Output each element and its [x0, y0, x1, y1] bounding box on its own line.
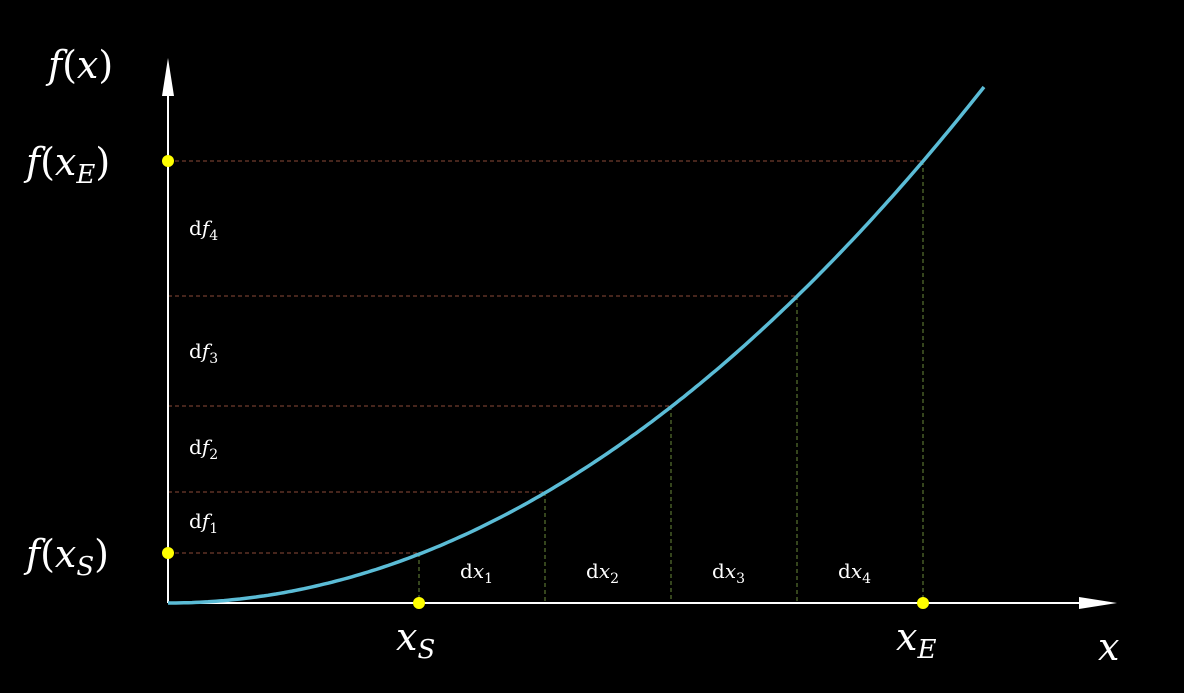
label-part: x	[599, 559, 610, 583]
dx-label: dx2	[586, 559, 619, 587]
label-part: 4	[862, 571, 871, 587]
label-part: 3	[736, 571, 745, 587]
x-axis-label: x	[1098, 625, 1119, 669]
label-part: d	[189, 509, 202, 533]
label-part: d	[712, 559, 725, 583]
points	[162, 155, 929, 609]
dx-label: dx1	[460, 559, 493, 587]
label-part: 4	[209, 228, 218, 244]
label-part: x	[725, 559, 736, 583]
label-part: d	[838, 559, 851, 583]
label-part: x	[851, 559, 862, 583]
label-part: x	[473, 559, 484, 583]
label-part: d	[189, 216, 202, 240]
dx-label: dx4	[838, 559, 871, 587]
label-part: 3	[209, 351, 218, 367]
x-point-label: xE	[896, 615, 936, 665]
dx-label: dx3	[712, 559, 745, 587]
label-part: 2	[610, 571, 619, 587]
y-axis-label: f(x)	[45, 43, 113, 87]
label-part: d	[189, 435, 202, 459]
point	[917, 597, 929, 609]
y-arrow	[162, 58, 174, 96]
curve	[168, 85, 986, 605]
label-part: d	[189, 339, 202, 363]
label-part: 1	[484, 571, 493, 587]
y-point-label: f(xS)	[23, 532, 109, 582]
guides	[168, 160, 924, 603]
point	[162, 547, 174, 559]
x-point-label: xS	[396, 615, 435, 665]
point	[413, 597, 425, 609]
label-part: 2	[209, 447, 218, 463]
point	[162, 155, 174, 167]
label-part: d	[460, 559, 473, 583]
x-arrow	[1079, 597, 1117, 609]
y-point-label: f(xE)	[23, 140, 110, 190]
label-part: 1	[209, 521, 218, 537]
label-part: d	[586, 559, 599, 583]
